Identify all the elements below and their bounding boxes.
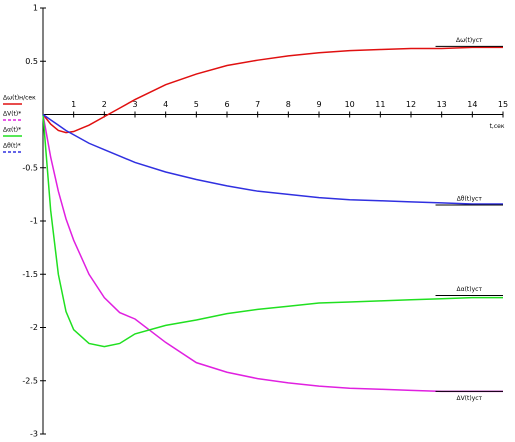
x-axis-label: t,сек [490, 123, 505, 130]
y-tick-label: 0.5 [25, 57, 38, 66]
steady-state-label: Δθ(t)уст [457, 196, 483, 203]
series-line [42, 114, 503, 393]
x-tick-label: 10 [345, 100, 355, 109]
x-tick-label: 9 [316, 100, 321, 109]
x-tick-label: 6 [224, 100, 229, 109]
steady-state-label: Δω(t)уст [456, 37, 483, 44]
x-tick-label: 5 [194, 100, 199, 109]
x-tick-label: 13 [437, 100, 447, 109]
x-tick-label: 15 [498, 100, 508, 109]
series-line [42, 113, 503, 205]
steady-state-label: Δα(t)уст [457, 286, 483, 293]
y-tick-label: 1 [33, 4, 38, 13]
x-tick-label: 11 [375, 100, 385, 109]
legend-label: Δω(t)н/сек [3, 95, 36, 102]
y-tick-label: -0.5 [22, 163, 38, 172]
x-tick-label: 2 [102, 100, 107, 109]
legend-label: Δθ(t)* [3, 143, 21, 150]
x-tick-label: 8 [286, 100, 291, 109]
steady-state-label: ΔV(t)уст [456, 395, 482, 402]
x-tick-label: 12 [406, 100, 416, 109]
x-tick-label: 14 [467, 100, 477, 109]
series-line [42, 114, 503, 348]
legend-label: ΔV(t)* [3, 111, 21, 118]
legend-label: Δα(t)* [3, 127, 21, 134]
y-tick-label: -2.5 [22, 376, 38, 385]
x-tick-label: 4 [163, 100, 168, 109]
x-tick-label: 3 [132, 100, 137, 109]
y-tick-label: -3 [30, 430, 38, 439]
y-tick-label: -2 [30, 323, 38, 332]
x-tick-label: 1 [71, 100, 76, 109]
y-tick-label: -1 [30, 217, 38, 226]
y-tick-label: -1.5 [22, 270, 38, 279]
series-line [42, 46, 503, 134]
x-tick-label: 7 [255, 100, 260, 109]
